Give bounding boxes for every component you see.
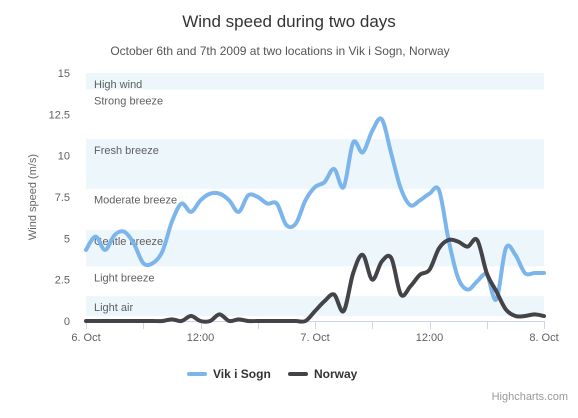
y-tick-label: 15 [58, 68, 70, 80]
y-tick-label: 7.5 [55, 192, 70, 204]
x-tick-label: 12:00 [187, 332, 215, 344]
x-tick-label: 6. Oct [71, 332, 100, 344]
series-line-norway[interactable] [84, 236, 546, 324]
band-label-moderate-breeze: Moderate breeze [94, 195, 177, 207]
y-tick-label: 2.5 [55, 275, 70, 287]
axes: 0 2.5 5 7.5 10 12.5 15 6. Oct 12:00 7. Oct 12:00 8.… [49, 68, 559, 344]
y-tick-label: 10 [58, 151, 70, 163]
band-fresh-breeze [86, 139, 544, 189]
credits-link[interactable]: Highcharts.com [492, 391, 568, 403]
y-tick-label: 0 [64, 316, 70, 328]
x-tick-label: 12:00 [416, 332, 444, 344]
legend-item-vik-i-sogn[interactable]: Vik i Sogn [187, 367, 271, 381]
legend-label-norway: Norway [314, 367, 358, 381]
band-label-high-wind: High wind [94, 79, 142, 91]
y-tick-label: 5 [64, 233, 70, 245]
legend-label-vik-i-sogn: Vik i Sogn [213, 367, 271, 381]
y-axis-title: Wind speed (m/s) [27, 154, 39, 240]
band-label-fresh-breeze: Fresh breeze [94, 145, 159, 157]
legend: Vik i Sogn Norway [187, 367, 358, 381]
chart-subtitle: October 6th and 7th 2009 at two location… [110, 44, 449, 58]
x-tick-label: 7. Oct [300, 332, 329, 344]
series-line-vik-i-sogn[interactable] [84, 116, 546, 302]
band-label-light-air: Light air [94, 302, 133, 314]
band-label-strong-breeze: Strong breeze [94, 96, 163, 108]
band-high-wind [86, 73, 544, 90]
series-lines [84, 116, 546, 324]
x-tick-label: 8. Oct [529, 332, 558, 344]
y-tick-label: 12.5 [49, 109, 70, 121]
band-label-light-breeze: Light breeze [94, 272, 155, 284]
band-light-air [86, 296, 544, 317]
legend-item-norway[interactable]: Norway [288, 367, 358, 381]
chart-title: Wind speed during two days [182, 12, 396, 31]
